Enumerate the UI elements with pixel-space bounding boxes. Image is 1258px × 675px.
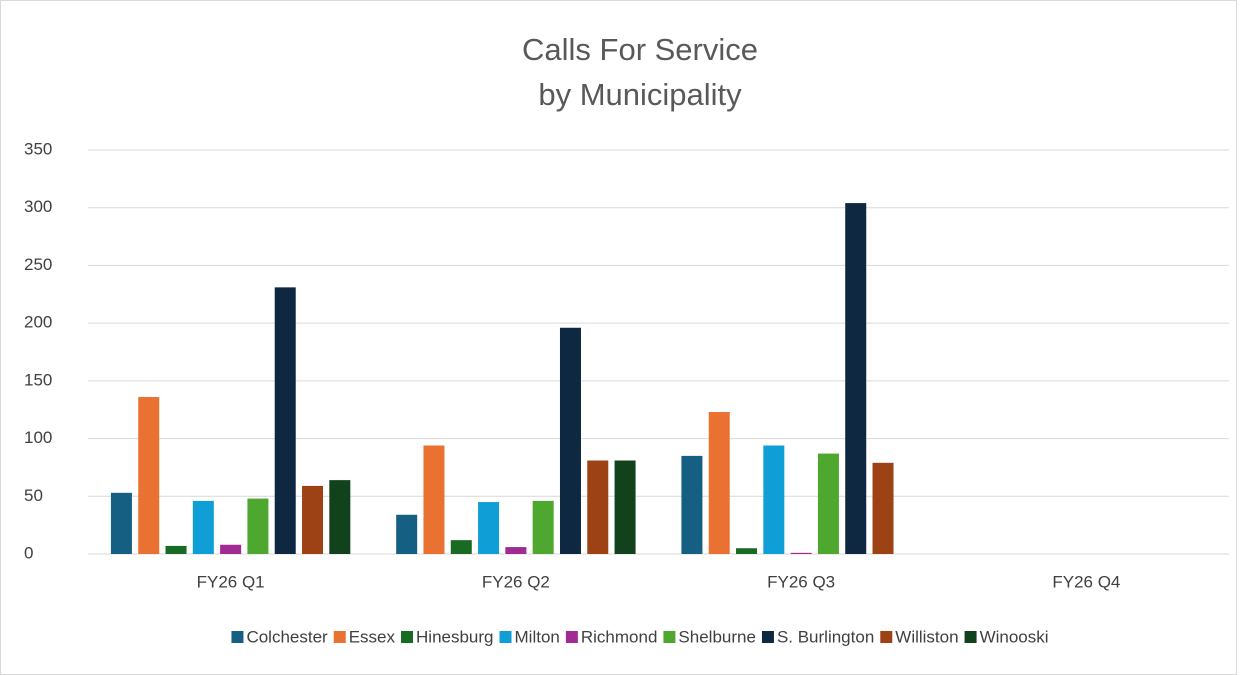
bar	[396, 514, 418, 554]
y-tick-label: 300	[24, 197, 52, 216]
bar	[247, 498, 269, 554]
y-tick-label: 250	[24, 255, 52, 274]
bar	[559, 327, 581, 554]
bar	[423, 445, 445, 554]
legend-label: Shelburne	[678, 627, 756, 646]
bar	[736, 548, 758, 554]
bar	[532, 500, 554, 554]
bar	[587, 460, 609, 554]
x-tick-label: FY26 Q2	[482, 572, 550, 591]
bar	[817, 453, 839, 554]
bar	[450, 540, 472, 554]
legend-label: Hinesburg	[416, 627, 494, 646]
legend-label: Winooski	[980, 627, 1049, 646]
y-tick-label: 150	[24, 370, 52, 389]
legend-label: Milton	[515, 627, 560, 646]
bar	[138, 397, 160, 554]
legend-label: Colchester	[246, 627, 328, 646]
y-tick-label: 0	[24, 543, 33, 562]
bar	[708, 412, 730, 554]
legend-swatch	[880, 631, 893, 643]
legend-label: Essex	[349, 627, 396, 646]
legend-label: Williston	[895, 627, 958, 646]
chart-title: by Municipality	[538, 77, 742, 112]
bar	[681, 455, 703, 554]
bar	[505, 547, 527, 554]
legend-swatch	[333, 631, 346, 643]
x-tick-label: FY26 Q3	[767, 572, 835, 591]
legend-swatch	[499, 631, 512, 643]
bar	[845, 203, 867, 554]
legend-label: S. Burlington	[777, 627, 874, 646]
bar	[478, 502, 500, 554]
y-tick-label: 200	[24, 313, 52, 332]
x-tick-label: FY26 Q1	[197, 572, 265, 591]
bar	[872, 462, 894, 554]
legend-swatch	[964, 631, 977, 643]
y-tick-label: 50	[24, 486, 43, 505]
bar	[614, 460, 636, 554]
legend-swatch	[565, 631, 578, 643]
legend-swatch	[401, 631, 414, 643]
bar	[110, 492, 132, 554]
legend-label: Richmond	[581, 627, 658, 646]
bar	[302, 485, 324, 554]
bar	[192, 500, 214, 554]
bar	[790, 552, 812, 554]
legend-swatch	[663, 631, 676, 643]
bar	[329, 480, 351, 554]
bar	[220, 544, 242, 554]
y-tick-label: 350	[24, 139, 52, 158]
legend-swatch	[761, 631, 774, 643]
bar	[274, 287, 296, 554]
x-tick-label: FY26 Q4	[1052, 572, 1120, 591]
bar	[165, 545, 187, 554]
legend-swatch	[231, 631, 244, 643]
bar	[763, 445, 785, 554]
chart-title: Calls For Service	[522, 32, 758, 67]
y-tick-label: 100	[24, 428, 52, 447]
